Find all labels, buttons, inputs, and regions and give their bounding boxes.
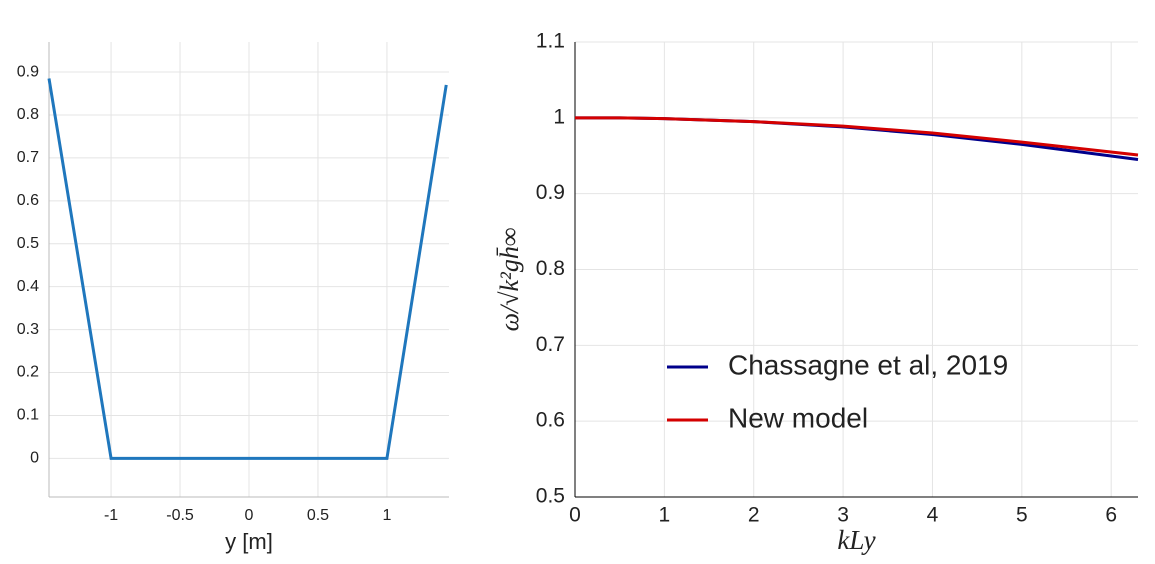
y-tick-label: 0.1: [17, 407, 39, 424]
y-tick-label: 0.9: [17, 63, 39, 80]
x-tick-label: 1: [382, 507, 391, 524]
x-tick-label: 0.5: [307, 507, 329, 524]
x-axis-label: kLy: [837, 525, 875, 555]
y-tick-label: 0.7: [17, 149, 39, 166]
x-axis-label: y [m]: [225, 529, 273, 554]
data-line: [47, 78, 448, 460]
x-tick-label: 0: [569, 504, 581, 527]
x-tick-label: 0: [245, 507, 254, 524]
x-tick-label: 6: [1105, 504, 1117, 527]
legend-label: Chassagne et al, 2019: [728, 349, 1008, 380]
data-line: [575, 116, 1139, 157]
x-tick-label: 5: [1016, 504, 1028, 527]
y-tick-label: 1: [553, 105, 565, 128]
y-tick-label: 0.6: [17, 192, 39, 209]
y-tick-label: 0.7: [536, 333, 565, 356]
y-tick-label: 0.6: [536, 409, 565, 432]
legend-label: New model: [728, 402, 868, 433]
y-tick-label: 0.8: [17, 106, 39, 123]
x-tick-label: 4: [927, 504, 939, 527]
y-tick-label: 1.1: [536, 30, 565, 53]
y-axis-label: ω/√k²gh̄∞: [495, 228, 524, 332]
x-tick-label: 1: [659, 504, 671, 527]
y-tick-label: 0.4: [17, 278, 39, 295]
y-tick-label: 0: [30, 450, 39, 467]
y-tick-label: 0.8: [536, 257, 565, 280]
y-tick-label: 0.9: [536, 181, 565, 204]
x-tick-label: 2: [748, 504, 760, 527]
x-tick-label: 3: [837, 504, 849, 527]
y-tick-label: 0.5: [536, 485, 565, 508]
y-tick-label: 0.2: [17, 364, 39, 381]
y-tick-label: 0.3: [17, 321, 39, 338]
y-tick-label: 0.5: [17, 235, 39, 252]
data-line: [575, 116, 1139, 162]
x-tick-label: -1: [104, 507, 118, 524]
x-tick-label: -0.5: [166, 507, 194, 524]
